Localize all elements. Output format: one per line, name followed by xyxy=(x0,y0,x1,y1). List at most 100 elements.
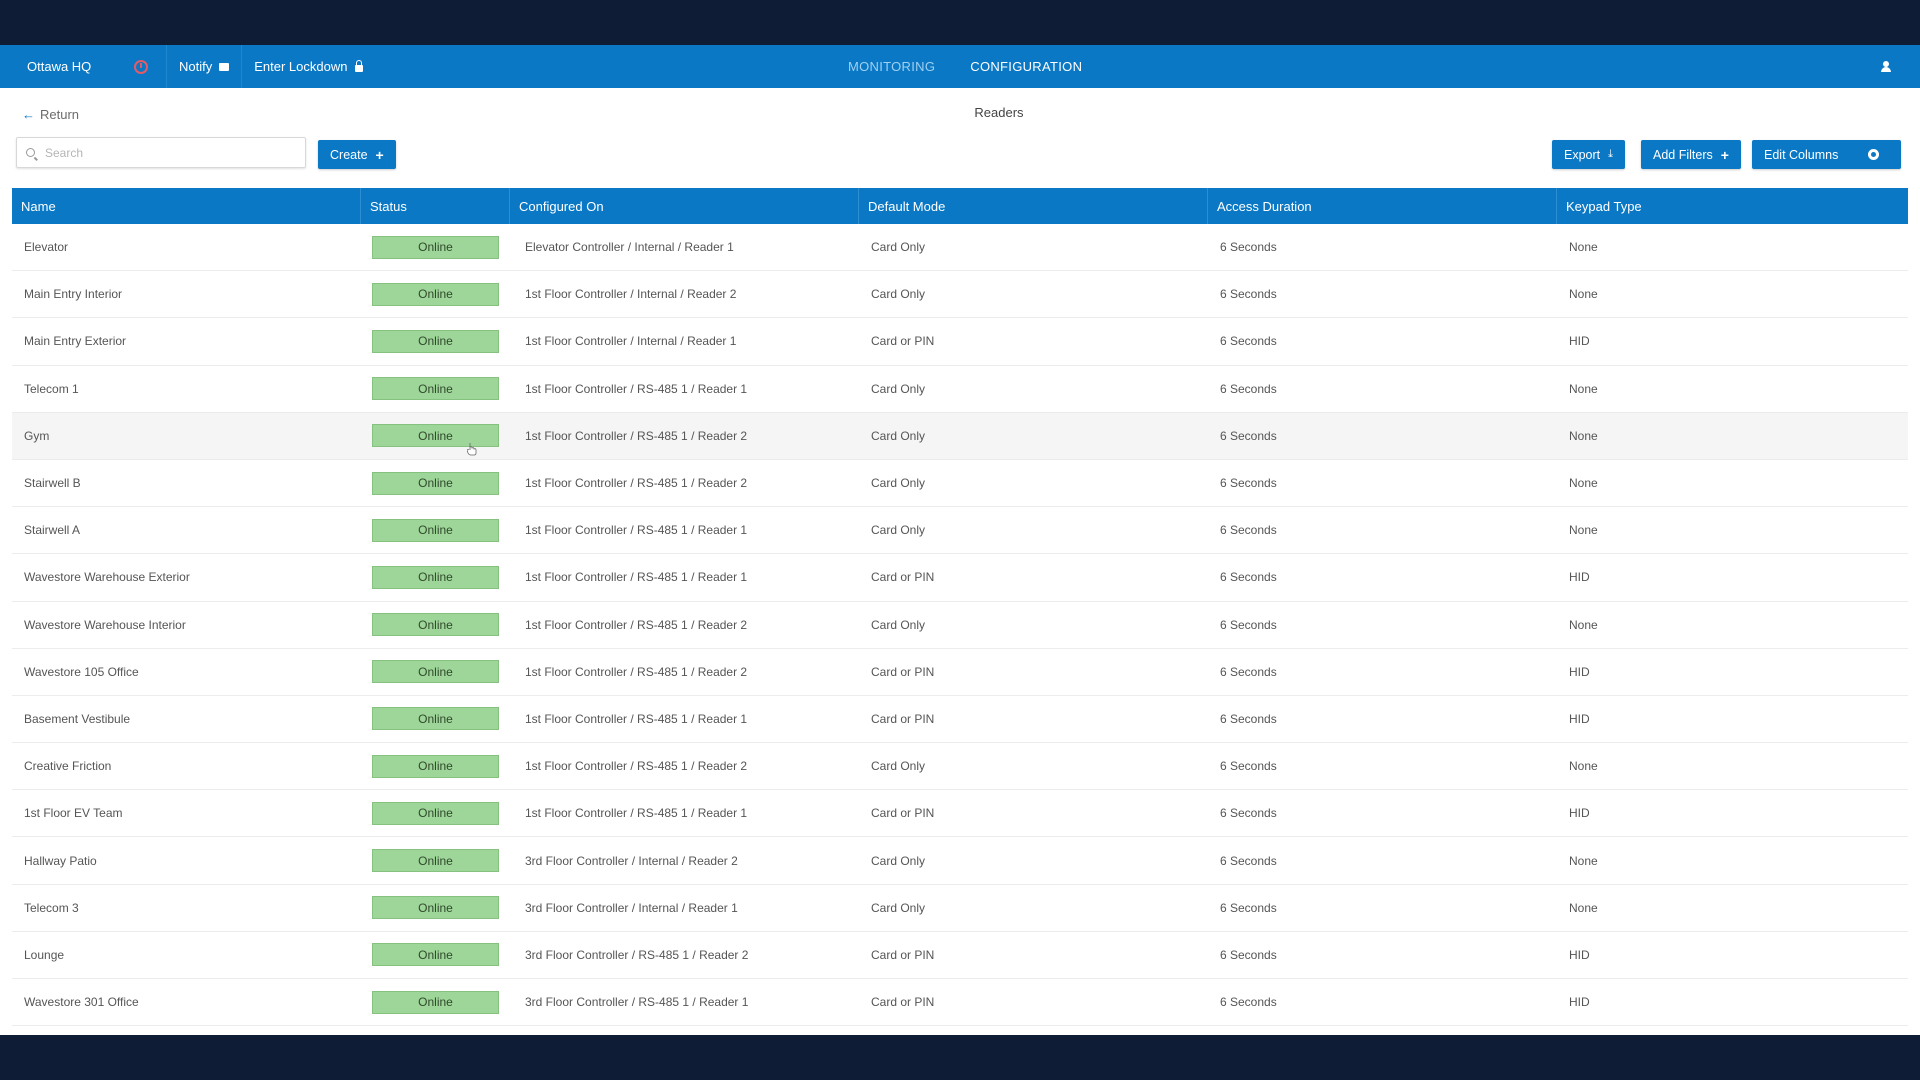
table-row[interactable]: Main Entry Exterior Online 1st Floor Contr… xyxy=(12,318,1908,366)
cell-name: Telecom 1 xyxy=(12,366,361,412)
cell-default-mode: Card Only xyxy=(859,743,1208,789)
cell-default-mode-text: Card Only xyxy=(871,381,926,396)
tab-configuration[interactable]: CONFIGURATION xyxy=(970,59,1083,74)
tab-monitoring[interactable]: MONITORING xyxy=(848,59,936,74)
table-row[interactable]: Stairwell B Online 1st Floor Controller / … xyxy=(12,460,1908,508)
table-row[interactable]: Elevator Online Elevator Controller / Inte… xyxy=(12,224,1908,272)
table-row[interactable]: Main Entry Interior Online 1st Floor Contr… xyxy=(12,271,1908,319)
column-header-status[interactable]: Status xyxy=(361,188,510,224)
cell-name-text: Hallway Patio xyxy=(24,853,97,868)
cell-name-text: Wavestore 301 Office xyxy=(24,995,139,1010)
cell-configured-on: 1st Floor Controller / RS-485 1 / Reader… xyxy=(510,460,859,506)
cell-name-text: Basement Vestibule xyxy=(24,711,131,726)
cell-name: Stairwell B xyxy=(12,460,361,506)
gear-icon xyxy=(1868,149,1880,160)
cell-status: Online xyxy=(361,885,510,931)
cell-keypad-type-text: HID xyxy=(1569,806,1590,821)
cell-configured-on-text: 1st Floor Controller / RS-485 1 / Reader… xyxy=(525,617,748,632)
status-badge: Online xyxy=(372,707,499,731)
cell-default-mode: Card or PIN xyxy=(859,932,1208,978)
cell-configured-on-text: 3rd Floor Controller / RS-485 1 / Reader… xyxy=(525,995,749,1010)
cell-status: Online xyxy=(361,743,510,789)
cell-access-duration-text: 6 Seconds xyxy=(1220,287,1277,302)
message-icon xyxy=(219,62,230,71)
table-row[interactable]: Basement Vestibule Online 1st Floor Contro… xyxy=(12,696,1908,744)
create-label: Create xyxy=(330,147,368,162)
cell-default-mode: Card Only xyxy=(859,271,1208,317)
table-row[interactable]: Wavestore Warehouse Interior Online 1st Fl… xyxy=(12,602,1908,649)
cell-default-mode-text: Card Only xyxy=(871,428,926,443)
column-header-access-duration[interactable]: Access Duration xyxy=(1208,188,1557,224)
cell-access-duration: 6 Seconds xyxy=(1208,271,1557,317)
cell-default-mode: Card Only xyxy=(859,507,1208,553)
cell-configured-on: 1st Floor Controller / RS-485 1 / Reader… xyxy=(510,696,859,742)
column-header-name[interactable]: Name xyxy=(12,188,361,224)
add-filters-button[interactable]: Add Filters + xyxy=(1641,140,1741,169)
cell-keypad-type: None xyxy=(1557,224,1908,270)
status-badge: Online xyxy=(372,329,499,353)
cell-default-mode-text: Card Only xyxy=(871,900,926,915)
table-row[interactable]: Gym Online 1st Floor Controller / RS-485 1… xyxy=(12,412,1908,460)
notify-button[interactable]: Notify xyxy=(166,45,241,88)
cell-status: Online xyxy=(361,366,510,412)
readers-table: Name Status Configured On Default Mode A… xyxy=(12,188,1908,1027)
search-box[interactable] xyxy=(16,137,306,168)
cell-keypad-type-text: None xyxy=(1569,240,1598,255)
create-button[interactable]: Create + xyxy=(318,140,396,169)
return-link[interactable]: ← Return xyxy=(22,107,79,122)
cell-default-mode: Card Only xyxy=(859,366,1208,412)
cell-access-duration-text: 6 Seconds xyxy=(1220,853,1277,868)
export-label: Export xyxy=(1564,147,1601,162)
cell-keypad-type: None xyxy=(1557,743,1908,789)
site-selector[interactable]: Ottawa HQ xyxy=(27,59,92,74)
cell-keypad-type: HID xyxy=(1557,932,1908,978)
cell-status: Online xyxy=(361,271,510,317)
table-row[interactable]: Wavestore Warehouse Exterior Online 1st Fl… xyxy=(12,554,1908,602)
cell-access-duration: 6 Seconds xyxy=(1208,318,1557,364)
cell-configured-on-text: 1st Floor Controller / RS-485 1 / Reader… xyxy=(525,523,748,538)
user-icon[interactable] xyxy=(1881,61,1891,72)
cell-configured-on: Elevator Controller / Internal / Reader … xyxy=(510,224,859,270)
export-button[interactable]: Export ⤓ xyxy=(1552,140,1626,169)
cell-configured-on-text: 1st Floor Controller / RS-485 1 / Reader… xyxy=(525,759,748,774)
table-row[interactable]: Telecom 3 Online 3rd Floor Controller / In… xyxy=(12,885,1908,932)
cell-keypad-type: HID xyxy=(1557,318,1908,364)
search-input[interactable] xyxy=(45,145,285,160)
enter-lockdown-button[interactable]: Enter Lockdown xyxy=(241,45,375,88)
cell-access-duration: 6 Seconds xyxy=(1208,366,1557,412)
table-row[interactable]: Lounge Online 3rd Floor Controller / RS-48… xyxy=(12,932,1908,979)
table-row[interactable]: Creative Friction Online 1st Floor Control… xyxy=(12,743,1908,791)
table-row[interactable]: Wavestore 301 Office Online 3rd Floor Cont… xyxy=(12,979,1908,1027)
table-row[interactable]: 1st Floor EV Team Online 1st Floor Control… xyxy=(12,790,1908,838)
table-row[interactable]: Stairwell A Online 1st Floor Controller / … xyxy=(12,507,1908,555)
cell-default-mode-text: Card Only xyxy=(871,476,926,491)
cell-access-duration: 6 Seconds xyxy=(1208,696,1557,742)
table-row[interactable]: Telecom 1 Online 1st Floor Controller / RS… xyxy=(12,366,1908,413)
cell-configured-on-text: 1st Floor Controller / RS-485 1 / Reader… xyxy=(525,806,748,821)
status-badge: Online xyxy=(372,849,499,873)
cell-configured-on: 1st Floor Controller / RS-485 1 / Reader… xyxy=(510,413,859,459)
cell-default-mode: Card Only xyxy=(859,413,1208,459)
cell-configured-on: 1st Floor Controller / RS-485 1 / Reader… xyxy=(510,507,859,553)
table-row[interactable]: Wavestore 105 Office Online 1st Floor Cont… xyxy=(12,649,1908,696)
cell-configured-on: 1st Floor Controller / RS-485 1 / Reader… xyxy=(510,649,859,695)
cell-status: Online xyxy=(361,602,510,648)
column-header-default-mode[interactable]: Default Mode xyxy=(859,188,1208,224)
cell-name-text: Stairwell B xyxy=(24,476,81,491)
cell-name: Basement Vestibule xyxy=(12,696,361,742)
column-header-configured-on[interactable]: Configured On xyxy=(510,188,859,224)
edit-columns-button[interactable]: Edit Columns xyxy=(1752,140,1901,169)
cell-access-duration: 6 Seconds xyxy=(1208,460,1557,506)
column-header-keypad-type[interactable]: Keypad Type xyxy=(1566,198,1642,214)
alert-icon[interactable] xyxy=(134,59,148,74)
cell-configured-on: 3rd Floor Controller / RS-485 1 / Reader… xyxy=(510,979,859,1025)
table-row[interactable]: Hallway Patio Online 3rd Floor Controller … xyxy=(12,837,1908,885)
cell-access-duration: 6 Seconds xyxy=(1208,790,1557,836)
cell-access-duration-text: 6 Seconds xyxy=(1220,759,1277,774)
cell-access-duration: 6 Seconds xyxy=(1208,602,1557,648)
status-badge: Online xyxy=(372,801,499,825)
cell-configured-on: 1st Floor Controller / Internal / Reader… xyxy=(510,271,859,317)
cell-access-duration-text: 6 Seconds xyxy=(1220,523,1277,538)
cell-keypad-type-text: None xyxy=(1569,381,1598,396)
cell-keypad-type: HID xyxy=(1557,979,1908,1025)
